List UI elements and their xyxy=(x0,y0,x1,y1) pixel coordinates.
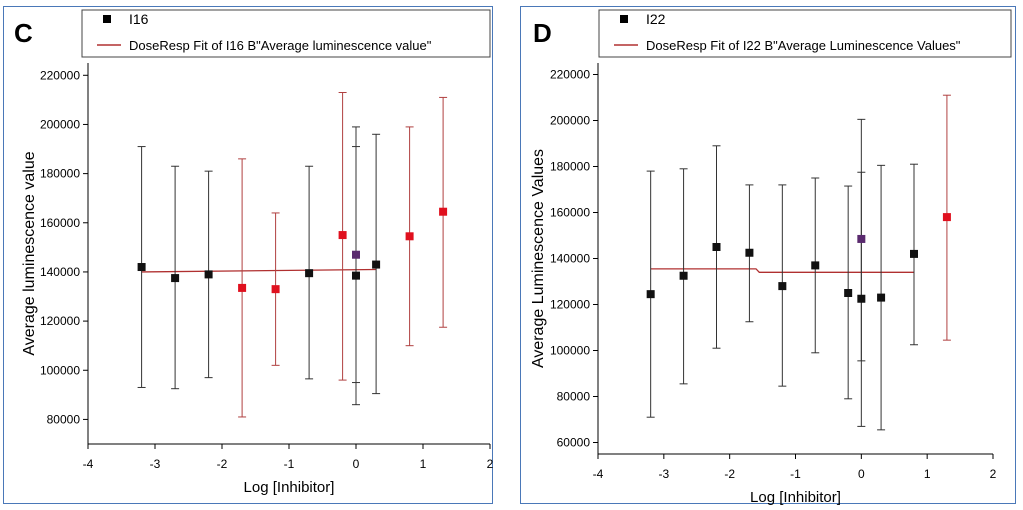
y-tick-label: 220000 xyxy=(40,68,80,82)
data-point xyxy=(271,285,280,294)
chart-panel-d: D I22 DoseResp Fit of I22 B"Average Lumine… xyxy=(520,6,1016,506)
x-axis-label: Log [Inhibitor] xyxy=(244,479,335,496)
data-point xyxy=(646,290,655,299)
x-tick-label: 0 xyxy=(858,467,865,481)
legend-label-series: I16 xyxy=(129,11,149,27)
y-tick-label: 80000 xyxy=(47,412,81,426)
y-tick-label: 120000 xyxy=(40,314,80,328)
x-tick-label: 2 xyxy=(990,467,997,481)
y-tick-label: 160000 xyxy=(550,206,590,220)
legend-label-fit: DoseResp Fit of I22 B"Average Luminescen… xyxy=(646,38,961,53)
x-tick-label: 1 xyxy=(924,467,931,481)
data-point xyxy=(712,243,721,251)
chart-c-svg: C I16 DoseResp Fit of I16 B"Average lumine… xyxy=(14,9,494,496)
data-point xyxy=(679,271,688,280)
x-tick-label: 1 xyxy=(420,457,427,471)
data-point xyxy=(372,260,381,269)
legend-box xyxy=(81,9,491,58)
legend-marker-icon xyxy=(620,15,628,23)
y-tick-label: 100000 xyxy=(550,344,590,358)
data-point xyxy=(352,271,360,280)
x-tick-label: -1 xyxy=(790,467,801,481)
x-tick-label: -2 xyxy=(724,467,735,481)
y-axis-label: Average luminescence value xyxy=(21,151,38,355)
data-point xyxy=(811,261,820,270)
fit-line xyxy=(141,268,377,273)
data-point xyxy=(942,213,951,222)
data-point xyxy=(857,234,866,243)
panel-letter: D xyxy=(533,18,552,48)
y-tick-label: 140000 xyxy=(550,252,590,266)
data-point xyxy=(171,274,180,283)
data-point xyxy=(305,269,314,278)
data-point xyxy=(857,294,866,303)
data-point xyxy=(338,231,347,240)
legend-marker-icon xyxy=(103,15,111,23)
legend-label-fit: DoseResp Fit of I16 B"Average luminescen… xyxy=(129,38,432,53)
y-tick-label: 160000 xyxy=(40,216,80,230)
x-tick-label: -1 xyxy=(284,457,295,471)
x-tick-label: -4 xyxy=(83,457,94,471)
x-tick-label: -4 xyxy=(593,467,604,481)
data-point xyxy=(844,289,853,297)
x-tick-label: -2 xyxy=(217,457,228,471)
y-tick-label: 220000 xyxy=(550,68,590,82)
y-tick-label: 80000 xyxy=(557,390,591,404)
panel-letter: C xyxy=(14,18,33,48)
data-point xyxy=(352,250,360,259)
x-tick-label: -3 xyxy=(150,457,161,471)
data-point xyxy=(910,249,918,258)
x-tick-label: -3 xyxy=(658,467,669,481)
fit-line xyxy=(650,268,914,273)
y-tick-label: 100000 xyxy=(40,363,80,377)
data-point xyxy=(778,282,787,291)
data-point xyxy=(439,207,448,216)
legend-box xyxy=(598,9,1012,58)
y-tick-label: 200000 xyxy=(40,117,80,131)
x-tick-label: 0 xyxy=(353,457,360,471)
y-tick-label: 180000 xyxy=(550,160,590,174)
data-point xyxy=(238,283,247,292)
data-point xyxy=(877,293,886,302)
legend-label-series: I22 xyxy=(646,11,666,27)
chart-panel-c: C I16 DoseResp Fit of I16 B"Average lumine… xyxy=(3,6,494,504)
y-tick-label: 60000 xyxy=(557,436,591,450)
y-tick-label: 120000 xyxy=(550,298,590,312)
data-point xyxy=(204,270,213,279)
data-point xyxy=(745,248,754,257)
data-point xyxy=(137,263,146,272)
y-tick-label: 200000 xyxy=(550,114,590,128)
y-tick-label: 140000 xyxy=(40,265,80,279)
x-tick-label: 2 xyxy=(487,457,494,471)
data-point xyxy=(405,232,414,241)
chart-d-svg: D I22 DoseResp Fit of I22 B"Average Lumine… xyxy=(530,9,1012,506)
y-tick-label: 180000 xyxy=(40,167,80,181)
x-axis-label: Log [Inhibitor] xyxy=(750,489,841,506)
y-axis-label: Average Luminescence Values xyxy=(530,149,547,368)
